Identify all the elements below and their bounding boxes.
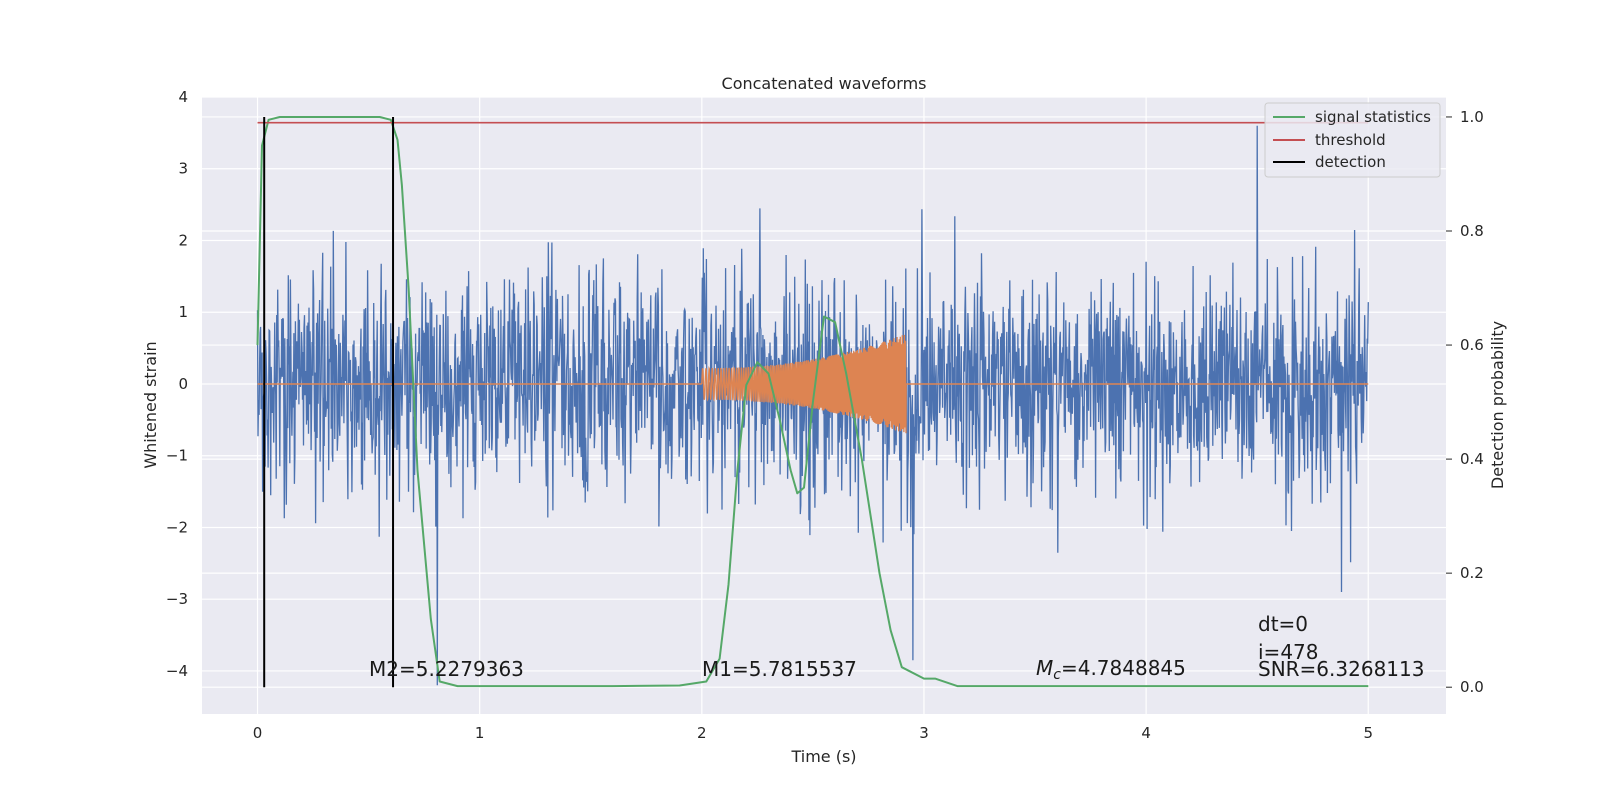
- y-tick-label: −4: [166, 662, 188, 680]
- y-right-tick-label: 0.2: [1460, 564, 1484, 582]
- x-tick-label: 0: [253, 724, 263, 742]
- annotation-dt: dt=0: [1258, 612, 1308, 636]
- y-right-tick-label: 1.0: [1460, 108, 1484, 126]
- legend-label-detection: detection: [1315, 153, 1386, 171]
- legend-label-signal-statistics: signal statistics: [1315, 108, 1431, 126]
- y-tick-label: −3: [166, 590, 188, 608]
- y-tick-label: 0: [178, 375, 188, 393]
- chart-title: Concatenated waveforms: [722, 74, 927, 93]
- annotation-snr: SNR=6.3268113: [1258, 657, 1424, 681]
- y-tick-label: 2: [178, 231, 188, 249]
- y-right-tick-label: 0.6: [1460, 336, 1484, 354]
- y-tick-label: −1: [166, 447, 188, 465]
- annotation-mc-value: =4.7848845: [1061, 656, 1186, 680]
- annotation-m2: M2=5.2279363: [369, 657, 524, 681]
- annotation-i: i=478: [1258, 640, 1319, 664]
- legend-label-threshold: threshold: [1315, 131, 1386, 149]
- x-tick-label: 1: [475, 724, 485, 742]
- injected-chirp: [701, 334, 907, 434]
- y-right-tick-label: 0.4: [1460, 450, 1484, 468]
- tick-labels: 0 1 2 3 4 5 −4 −3 −2 −1 0 1 2 3 4 0.0 0.2 0.4 0.6 0.8 1.0: [166, 88, 1484, 742]
- y-tick-label: −2: [166, 518, 188, 536]
- x-tick-label: 3: [919, 724, 929, 742]
- y-tick-label: 1: [178, 303, 188, 321]
- y-tick-label: 3: [178, 160, 188, 178]
- right-axis-series: [256, 116, 1369, 688]
- y-right-tick-label: 0.8: [1460, 222, 1484, 240]
- annotation-mc-symbol: M: [1036, 656, 1053, 680]
- annotation-m1: M1=5.7815537: [702, 657, 857, 681]
- strain-series: [256, 125, 1369, 686]
- x-tick-label: 5: [1363, 724, 1373, 742]
- y-right-tick-label: 0.0: [1460, 678, 1484, 696]
- signal-statistics-line: [256, 116, 1369, 688]
- x-axis-label: Time (s): [790, 747, 856, 766]
- annotation-mc: Mc=4.7848845: [1036, 656, 1186, 683]
- y-axis-label: Whitened strain: [141, 341, 160, 468]
- y-tick-label: 4: [178, 88, 188, 106]
- legend-box: [1264, 102, 1441, 178]
- annotation-mc-sub: c: [1053, 667, 1061, 683]
- y-right-axis-label: Detection probability: [1488, 321, 1507, 489]
- injected-waveform-series: [257, 334, 1369, 434]
- strain-line: [256, 125, 1369, 686]
- x-tick-label: 4: [1141, 724, 1151, 742]
- x-tick-label: 2: [697, 724, 707, 742]
- legend: signal statistics threshold detection: [1264, 102, 1441, 178]
